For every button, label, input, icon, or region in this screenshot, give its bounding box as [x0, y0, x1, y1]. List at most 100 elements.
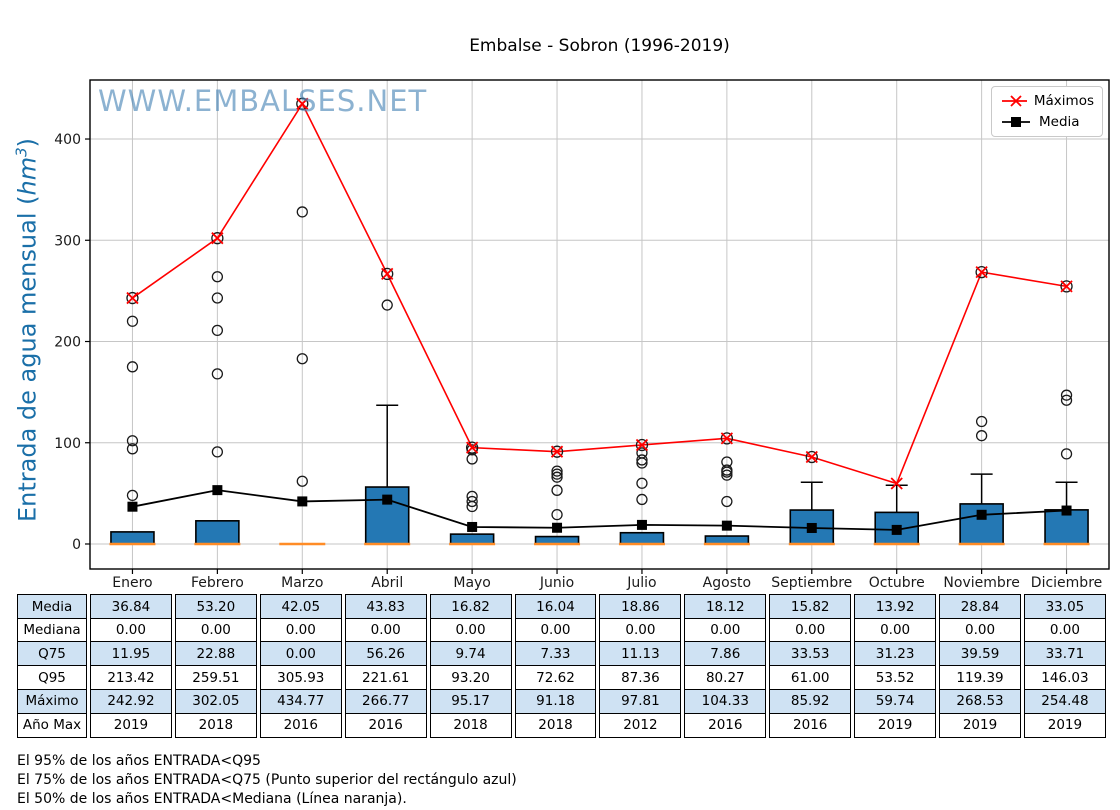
table-cell: 2018: [429, 712, 512, 738]
y-axis-unit: hm: [13, 156, 42, 196]
chart-title: Embalse - Sobron (1996-2019): [469, 36, 730, 56]
y-tick-label: 400: [54, 132, 81, 148]
max-marker: [890, 477, 903, 490]
flier-point: [126, 435, 139, 447]
max-marker: [1060, 280, 1073, 293]
table-cell: 2019: [90, 712, 172, 738]
footnote: El 50% de los años ENTRADA<Mediana (Líne…: [17, 791, 407, 807]
flier-point: [466, 453, 478, 465]
max-marker: [211, 232, 224, 245]
x-tick-label: Febrero: [191, 575, 244, 591]
table-column: 18.12 0.00 7.86 80.27 104.33 2016: [684, 594, 769, 738]
table-cell: 93.20: [429, 665, 512, 691]
flier-point: [636, 447, 648, 459]
table-cell: 104.33: [684, 688, 767, 715]
flier-point: [1060, 389, 1073, 401]
table-column: 16.04 0.00 7.33 72.62 91.18 2018: [514, 594, 600, 738]
y-axis-unit-open: (: [13, 195, 42, 205]
flier-point: [296, 206, 308, 218]
mean-marker: [127, 501, 138, 512]
flier-point: [126, 315, 139, 327]
x-tick-label: Julio: [626, 575, 656, 591]
mean-marker: [552, 522, 563, 533]
y-tick-label: 300: [54, 233, 81, 249]
legend: Máximos Media: [991, 86, 1103, 137]
flier-point: [466, 495, 478, 508]
footnotes: El 95% de los años ENTRADA<Q95 El 75% de…: [17, 752, 517, 809]
table-cell: 61.00: [769, 665, 852, 691]
x-tick-label: Enero: [112, 575, 152, 591]
flier-point: [721, 464, 733, 476]
stats-table: Media Mediana Q75 Q95 Máximo Año Max 36.84 0.00…: [17, 594, 1109, 738]
max-marker: [720, 432, 734, 445]
table-column: 43.83 0.00 56.26 221.61 266.77 2016: [344, 594, 430, 738]
table-cell: 18.12: [684, 594, 767, 620]
flier-point: [1060, 394, 1073, 406]
x-tick-label: Mayo: [453, 575, 491, 591]
table-cell: 0.00: [684, 617, 767, 643]
max-marker: [465, 441, 479, 454]
mean-marker: [636, 519, 647, 530]
flier-point: [551, 471, 563, 483]
table-cell: 242.92: [90, 688, 172, 715]
max-marker: [975, 265, 988, 279]
legend-label: Media: [1039, 114, 1080, 130]
flier-point: [551, 468, 563, 480]
table-cell: 53.52: [854, 665, 937, 691]
x-tick-label: Noviembre: [943, 575, 1019, 591]
flier-point: [211, 368, 224, 380]
table-row-label: Año Max: [17, 712, 87, 738]
table-cell: 56.26: [344, 641, 427, 667]
legend-label: Máximos: [1033, 93, 1094, 109]
table-cell: 11.13: [599, 641, 682, 667]
flier-point: [211, 324, 224, 337]
flier-point: [126, 443, 139, 455]
table-cell: 16.82: [429, 594, 512, 620]
legend-item-maximos: Máximos: [1000, 93, 1094, 109]
media-marker-icon: [1002, 117, 1030, 127]
table-cell: 42.05: [259, 594, 342, 620]
flier-point: [381, 299, 393, 311]
table-cell: 434.77: [259, 688, 342, 715]
table-cell: 2018: [174, 712, 257, 738]
table-cell: 33.05: [1023, 594, 1106, 620]
flier-point: [636, 493, 648, 506]
table-column: 18.86 0.00 11.13 87.36 97.81 2012: [599, 594, 684, 738]
watermark: WWW.EMBALSES.NET: [98, 84, 428, 118]
boxplot-chart: 0 100 200 300 400 Enero Febrero Marzo Abril Mayo J…: [54, 79, 1110, 591]
table-cell: 85.92: [769, 688, 852, 715]
table-cell: 59.74: [854, 688, 937, 715]
table-cell: 0.00: [939, 617, 1021, 643]
flier-point: [721, 495, 733, 508]
flier-point: [296, 353, 308, 365]
max-marker: [635, 438, 649, 452]
x-tick-label: Agosto: [703, 575, 751, 591]
flier-point: [1060, 448, 1073, 460]
table-cell: 0.00: [344, 617, 427, 643]
table-row-label: Q75: [17, 641, 87, 667]
box: [619, 531, 665, 545]
table-cell: 0.00: [514, 617, 597, 643]
table-column: 13.92 0.00 31.23 53.52 59.74 2019: [854, 594, 939, 738]
flier-point: [126, 489, 139, 502]
box: [110, 531, 155, 545]
table-cell: 97.81: [599, 688, 682, 715]
y-tick-label: 100: [54, 436, 81, 452]
table-cell: 2018: [514, 712, 597, 738]
table-column: 53.20 0.00 22.88 259.51 302.05 2018: [174, 594, 260, 738]
table-cell: 18.86: [599, 594, 682, 620]
table-row-label: Mediana: [17, 617, 87, 643]
table-column: 33.05 0.00 33.71 146.03 254.48 2019: [1023, 594, 1109, 738]
footnote: El 95% de los años ENTRADA<Q95: [17, 753, 261, 769]
table-cell: 9.74: [429, 641, 512, 667]
x-tick-label: Abril: [371, 575, 403, 591]
max-marker: [296, 97, 309, 110]
mean-marker: [976, 509, 987, 520]
x-tick-label: Marzo: [281, 575, 323, 591]
table-cell: 259.51: [174, 665, 257, 691]
table-cell: 36.84: [90, 594, 172, 620]
x-tick-label: Diciembre: [1031, 575, 1102, 591]
mean-marker: [1061, 505, 1072, 516]
y-axis-label: Entrada de agua mensual (hm3): [13, 138, 42, 522]
table-cell: 2019: [939, 712, 1021, 738]
